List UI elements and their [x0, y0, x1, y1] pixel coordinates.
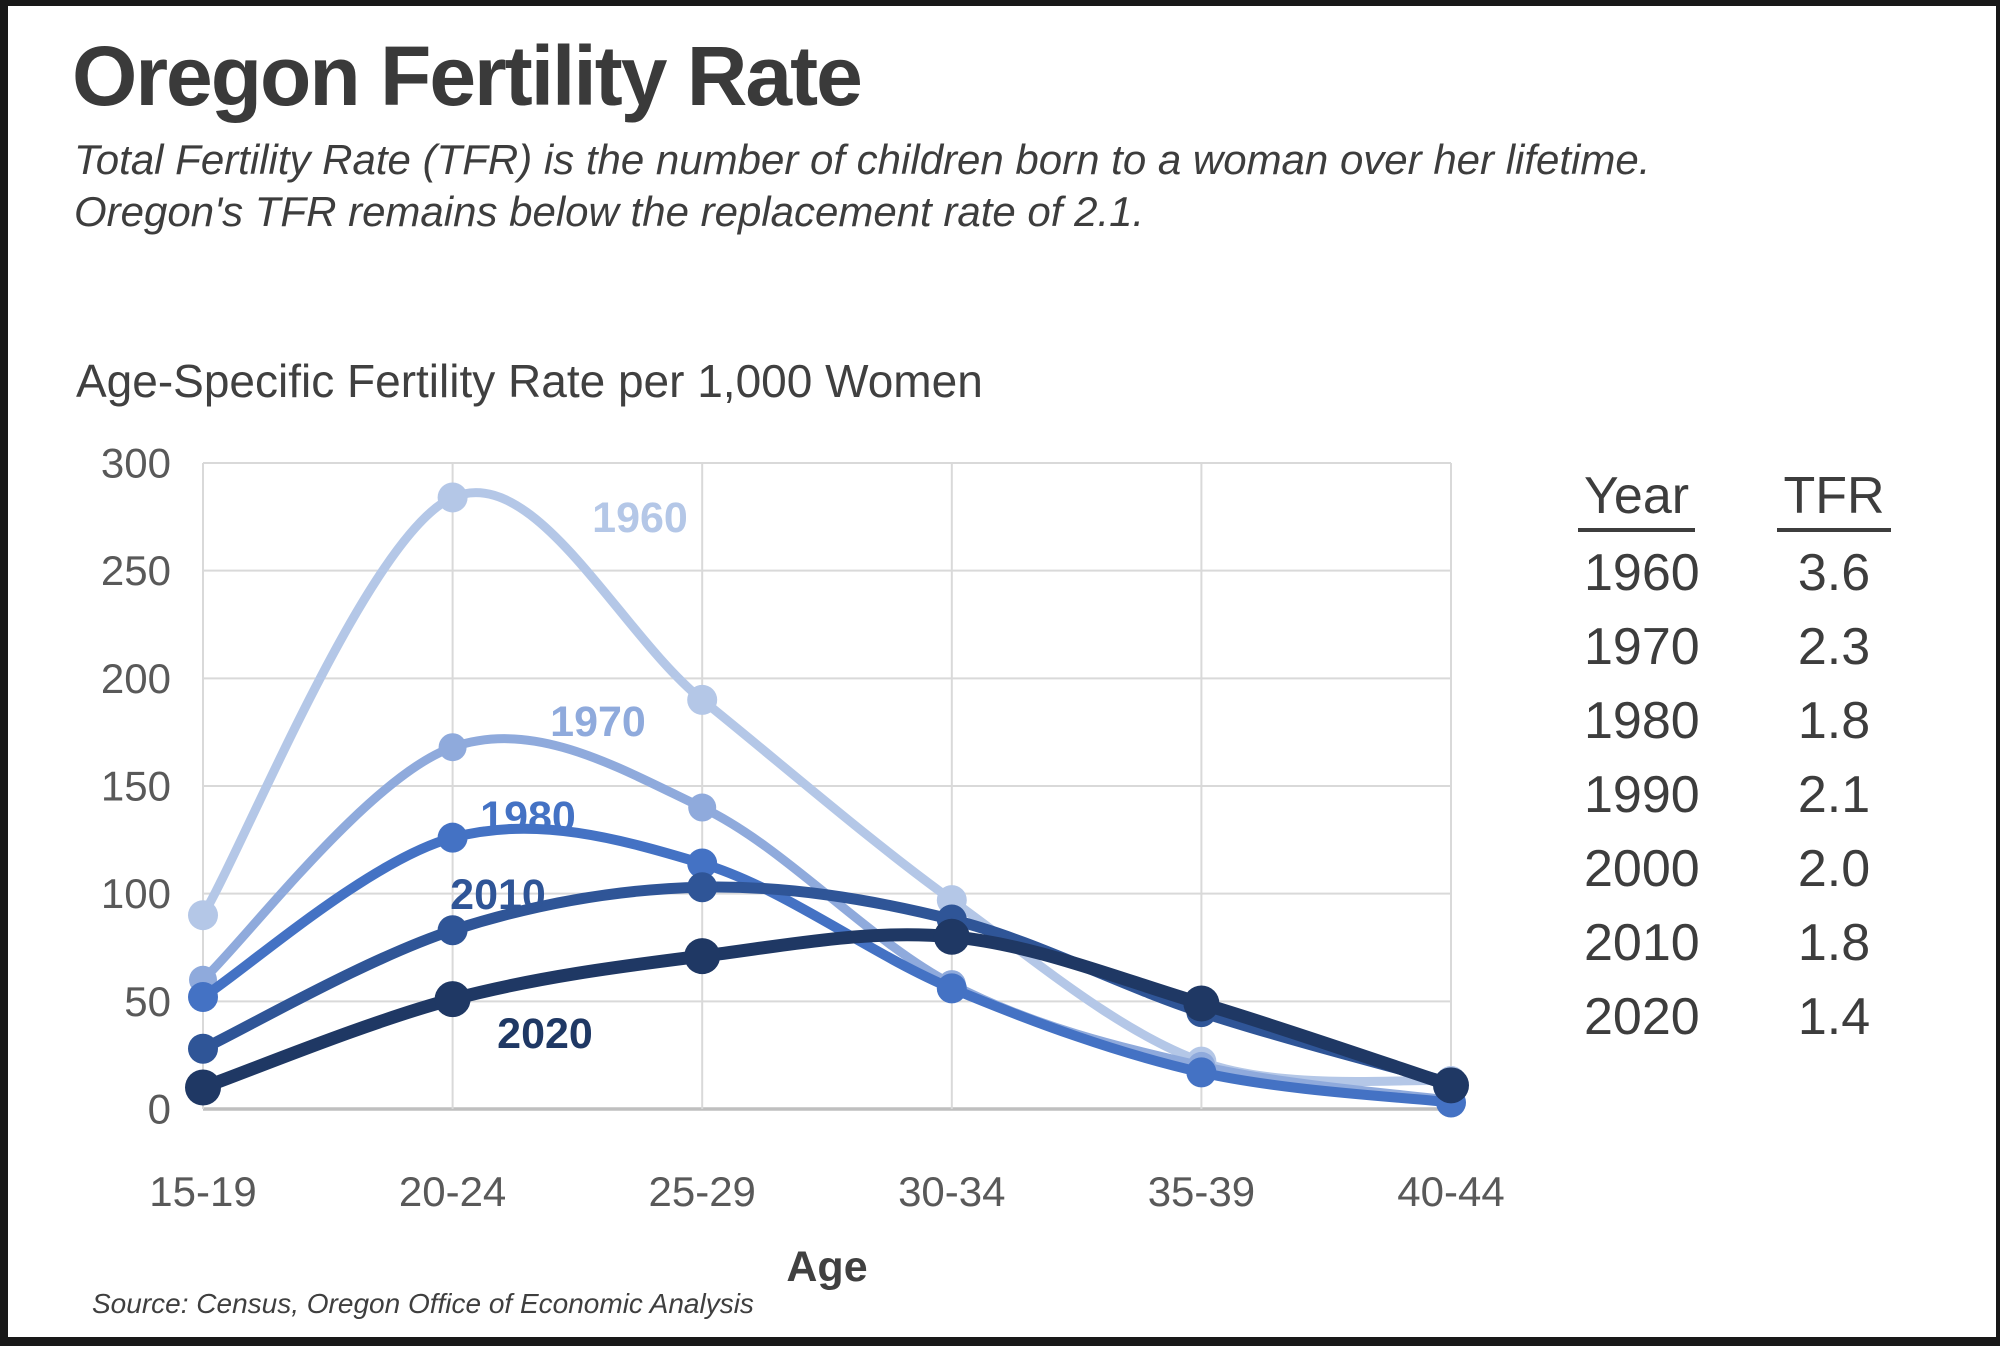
tfr-year-cell: 1960 — [1584, 544, 1700, 602]
page-title: Oregon Fertility Rate — [72, 29, 863, 123]
data-point-2020-20-24 — [434, 981, 471, 1018]
data-point-2020-40-44 — [1433, 1067, 1469, 1104]
data-point-1980-15-19 — [188, 982, 218, 1013]
tfr-year-cell: 2010 — [1584, 914, 1700, 972]
x-tick-label-40-44: 40-44 — [1397, 1168, 1504, 1215]
tfr-table-row-2010: 2010 1.8 — [1578, 906, 1894, 980]
data-point-2010-20-24 — [437, 915, 468, 946]
data-point-1960-20-24 — [437, 482, 468, 513]
tfr-value-cell: 1.8 — [1797, 914, 1871, 972]
tfr-table-grid: Year TFR 1960 3.6 1970 2.3 1980 1.8 1990 2.1 2000… — [1578, 466, 1894, 1054]
y-tick-label-200: 200 — [101, 655, 171, 702]
subtitle-line-1: Total Fertility Rate (TFR) is the number… — [74, 136, 1651, 183]
tfr-table-header-tfr: TFR — [1774, 466, 1894, 536]
chart-title: Age-Specific Fertility Rate per 1,000 Wo… — [76, 355, 983, 407]
tfr-year-cell: 1990 — [1584, 766, 1700, 824]
tfr-table-header-label: Year — [1578, 466, 1696, 532]
x-tick-label-25-29: 25-29 — [648, 1168, 755, 1215]
series-label-2010: 2010 — [450, 871, 546, 919]
y-tick-label-250: 250 — [101, 547, 171, 594]
data-point-2010-15-19 — [188, 1033, 218, 1064]
tfr-value-cell: 3.6 — [1797, 544, 1871, 602]
data-point-1980-20-24 — [437, 822, 468, 853]
fertility-line-chart: 0 50 100 150 200 250 300 15-19 20-24 25-29 30-34 35… — [101, 440, 1505, 1292]
line-series-2020 — [196, 928, 1458, 1094]
y-tick-label-150: 150 — [101, 763, 171, 810]
tfr-table-row-1970: 1970 2.3 — [1578, 610, 1894, 684]
series-label-2020: 2020 — [497, 1010, 593, 1058]
x-axis-title: Age — [786, 1243, 867, 1291]
data-point-1960-25-29 — [687, 684, 718, 715]
data-point-1980-25-29 — [687, 848, 718, 879]
line-series-1980 — [198, 823, 1456, 1108]
tfr-table-header-label: TFR — [1777, 466, 1891, 532]
data-point-1980-30-34 — [936, 973, 967, 1004]
data-point-1970-25-29 — [688, 793, 717, 822]
data-point-2020-25-29 — [684, 938, 721, 975]
tfr-value-cell: 2.0 — [1797, 840, 1871, 898]
tfr-value-cell: 1.8 — [1797, 692, 1871, 750]
subtitle-line-2: Oregon's TFR remains below the replaceme… — [74, 188, 1145, 235]
tfr-year-cell: 1970 — [1584, 618, 1700, 676]
series-label-1980: 1980 — [480, 793, 576, 841]
tfr-table-row-1990: 1990 2.1 — [1578, 758, 1894, 832]
data-point-2010-25-29 — [687, 872, 718, 903]
data-point-1980-35-39 — [1186, 1057, 1217, 1088]
page-subtitle: Total Fertility Rate (TFR) is the number… — [74, 134, 1650, 238]
data-point-2020-35-39 — [1183, 985, 1220, 1022]
source-note: Source: Census, Oregon Office of Economi… — [92, 1288, 754, 1319]
tfr-year-cell: 1980 — [1584, 692, 1700, 750]
tfr-table-row-1960: 1960 3.6 — [1578, 536, 1894, 610]
tfr-table: Year TFR 1960 3.6 1970 2.3 1980 1.8 1990 2.1 2000… — [1578, 466, 1894, 1054]
tfr-table-row-2000: 2000 2.0 — [1578, 832, 1894, 906]
data-point-1970-20-24 — [438, 733, 467, 762]
x-tick-label-35-39: 35-39 — [1148, 1168, 1255, 1215]
tfr-value-cell: 2.1 — [1797, 766, 1871, 824]
tfr-year-cell: 2020 — [1584, 988, 1700, 1046]
y-tick-label-50: 50 — [124, 978, 171, 1025]
x-tick-label-15-19: 15-19 — [149, 1168, 256, 1215]
tfr-table-header-year: Year — [1578, 466, 1774, 536]
x-tick-label-20-24: 20-24 — [399, 1168, 506, 1215]
tfr-table-header-row: Year TFR — [1578, 466, 1894, 536]
data-point-2020-15-19 — [185, 1069, 221, 1106]
data-point-2020-30-34 — [933, 918, 970, 955]
tfr-value-cell: 1.4 — [1797, 988, 1871, 1046]
y-tick-label-300: 300 — [101, 440, 171, 487]
tfr-table-row-1980: 1980 1.8 — [1578, 684, 1894, 758]
series-label-1970: 1970 — [550, 698, 646, 746]
tfr-year-cell: 2000 — [1584, 840, 1700, 898]
series-label-1960: 1960 — [592, 494, 688, 542]
data-point-1960-15-19 — [188, 900, 218, 931]
tfr-value-cell: 2.3 — [1797, 618, 1871, 676]
x-tick-label-30-34: 30-34 — [898, 1168, 1005, 1215]
tfr-table-row-2020: 2020 1.4 — [1578, 980, 1894, 1054]
y-tick-label-0: 0 — [148, 1086, 171, 1133]
y-tick-label-100: 100 — [101, 870, 171, 917]
line-series-2010 — [197, 881, 1457, 1089]
